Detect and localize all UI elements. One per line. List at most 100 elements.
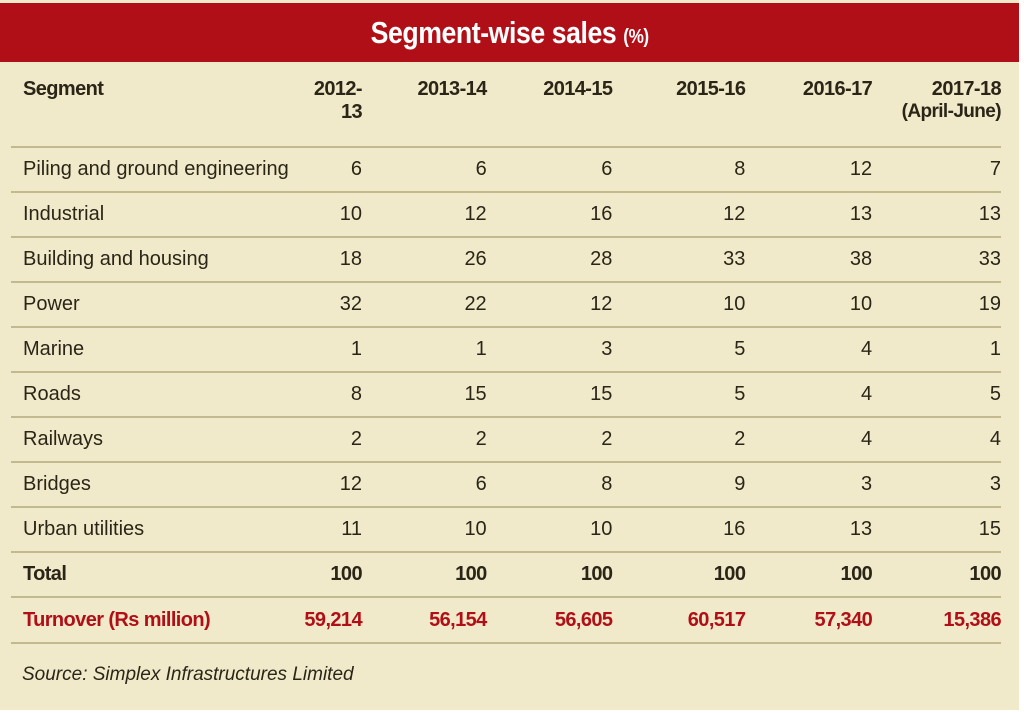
table-row: Roads 8 15 15 5 4 5 [11, 372, 1001, 418]
column-header-year: 2012-13 [302, 78, 363, 148]
value-cell: 5 [612, 327, 746, 373]
value-cell: 6 [302, 147, 362, 193]
value-cell: 9 [612, 462, 746, 508]
segment-label: Urban utilities [11, 507, 303, 553]
value-cell: 26 [361, 237, 487, 283]
value-cell: 6 [361, 147, 487, 193]
table-row: Building and housing 18 26 28 33 38 33 [11, 237, 1001, 283]
value-cell: 15 [361, 372, 487, 418]
value-cell: 15 [486, 372, 613, 418]
value-cell: 3 [745, 462, 873, 508]
value-cell: 15 [872, 507, 1001, 553]
column-header-year: 2013-14 [361, 78, 487, 148]
segment-label: Piling and ground engineering [11, 147, 303, 193]
column-header-year: 2016-17 [745, 78, 873, 148]
value-cell: 13 [745, 192, 873, 238]
column-label: 2014-15 [543, 78, 613, 100]
column-label: 2017-18 [931, 78, 1002, 100]
value-cell: 4 [745, 372, 873, 418]
source-note: Source: Simplex Infrastructures Limited [22, 664, 354, 685]
segment-label: Building and housing [11, 237, 303, 283]
value-cell: 10 [612, 282, 746, 328]
title-unit: (%) [623, 26, 649, 48]
value-cell: 10 [361, 507, 487, 553]
column-header-year: 2015-16 [612, 78, 746, 148]
table-row: Industrial 10 12 16 12 13 13 [11, 192, 1001, 238]
value-cell: 12 [486, 282, 613, 328]
value-cell: 10 [486, 507, 613, 553]
value-cell: 2 [361, 417, 487, 463]
segment-label: Total [11, 552, 303, 598]
value-cell: 10 [745, 282, 873, 328]
table-title: Segment-wise sales (%) [370, 3, 649, 67]
value-cell: 100 [612, 552, 746, 598]
value-cell: 100 [872, 552, 1002, 598]
segment-sales-table: Segment 2012-13 2013-14 2014-15 2015-16 2016-… [11, 78, 1002, 644]
table-row: Bridges 12 6 8 9 3 3 [11, 462, 1001, 508]
value-cell: 60,517 [612, 597, 746, 644]
value-cell: 3 [486, 327, 613, 373]
value-cell: 12 [302, 462, 362, 508]
value-cell: 7 [872, 147, 1001, 193]
value-cell: 4 [745, 417, 873, 463]
value-cell: 1 [361, 327, 487, 373]
segment-label: Railways [11, 417, 303, 463]
segment-label: Industrial [11, 192, 303, 238]
value-cell: 2 [302, 417, 362, 463]
value-cell: 12 [745, 147, 873, 193]
column-header-year: 2017-18 (April-June) [872, 78, 1002, 148]
value-cell: 8 [486, 462, 613, 508]
value-cell: 13 [872, 192, 1001, 238]
value-cell: 56,154 [361, 597, 487, 644]
value-cell: 4 [745, 327, 873, 373]
value-cell: 2 [612, 417, 746, 463]
value-cell: 12 [612, 192, 746, 238]
value-cell: 12 [361, 192, 487, 238]
table-row: Marine 1 1 3 5 4 1 [11, 327, 1001, 373]
value-cell: 6 [486, 147, 613, 193]
column-label: 2012-13 [313, 78, 363, 123]
value-cell: 1 [872, 327, 1001, 373]
value-cell: 5 [612, 372, 746, 418]
value-cell: 11 [302, 507, 362, 553]
segment-label: Power [11, 282, 303, 328]
header-row: Segment 2012-13 2013-14 2014-15 2015-16 2016-… [11, 78, 1002, 148]
value-cell: 100 [361, 552, 487, 598]
segment-label: Marine [11, 327, 303, 373]
value-cell: 6 [361, 462, 487, 508]
value-cell: 59,214 [302, 597, 363, 644]
title-text: Segment-wise sales [370, 15, 617, 50]
total-row: Total 100 100 100 100 100 100 [11, 552, 1002, 598]
value-cell: 33 [612, 237, 746, 283]
table-row: Railways 2 2 2 2 4 4 [11, 417, 1001, 463]
column-label: 2016-17 [802, 78, 873, 100]
segment-label: Turnover (Rs million) [11, 597, 303, 644]
value-cell: 3 [872, 462, 1001, 508]
turnover-row: Turnover (Rs million) 59,214 56,154 56,605 6… [11, 597, 1002, 644]
value-cell: 5 [872, 372, 1001, 418]
value-cell: 16 [612, 507, 746, 553]
value-cell: 38 [745, 237, 873, 283]
value-cell: 4 [872, 417, 1001, 463]
table-row: Urban utilities 11 10 10 16 13 15 [11, 507, 1001, 553]
title-bar: Segment-wise sales (%) [0, 3, 1019, 62]
value-cell: 1 [302, 327, 362, 373]
value-cell: 16 [486, 192, 613, 238]
value-cell: 57,340 [745, 597, 873, 644]
value-cell: 10 [302, 192, 362, 238]
value-cell: 100 [745, 552, 873, 598]
value-cell: 22 [361, 282, 487, 328]
value-cell: 28 [486, 237, 613, 283]
value-cell: 56,605 [486, 597, 613, 644]
value-cell: 100 [486, 552, 613, 598]
segment-label: Roads [11, 372, 303, 418]
value-cell: 13 [745, 507, 873, 553]
table-row: Piling and ground engineering 6 6 6 8 12 7 [11, 147, 1001, 193]
value-cell: 19 [872, 282, 1001, 328]
value-cell: 15,386 [872, 597, 1002, 644]
value-cell: 100 [302, 552, 363, 598]
value-cell: 8 [302, 372, 362, 418]
table-row: Power 32 22 12 10 10 19 [11, 282, 1001, 328]
column-header-year: 2014-15 [486, 78, 613, 148]
